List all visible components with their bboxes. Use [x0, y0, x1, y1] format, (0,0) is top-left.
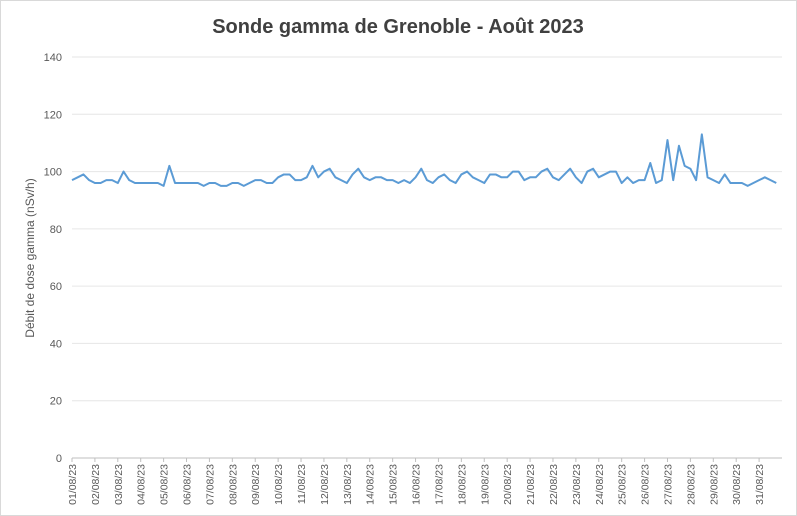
x-tick-label: 01/08/23 [67, 464, 79, 505]
x-tick-label: 31/08/23 [754, 464, 766, 505]
y-tick-label: 20 [50, 396, 62, 408]
x-tick-label: 14/08/23 [365, 464, 377, 505]
y-tick-label: 100 [44, 167, 62, 179]
x-tick-label: 20/08/23 [502, 464, 514, 505]
x-tick-label: 05/08/23 [159, 464, 171, 505]
x-tick-label: 03/08/23 [113, 464, 125, 505]
x-tick-label: 26/08/23 [640, 464, 652, 505]
x-tick-label: 27/08/23 [662, 464, 674, 505]
x-tick-label: 13/08/23 [342, 464, 354, 505]
x-tick-label: 28/08/23 [685, 464, 697, 505]
x-tick-label: 25/08/23 [617, 464, 629, 505]
x-tick-label: 22/08/23 [548, 464, 560, 505]
x-tick-label: 29/08/23 [708, 464, 720, 505]
x-tick-label: 23/08/23 [571, 464, 583, 505]
x-tick-label: 10/08/23 [273, 464, 285, 505]
x-tick-label: 17/08/23 [433, 464, 445, 505]
x-tick-label: 02/08/23 [90, 464, 102, 505]
x-tick-label: 12/08/23 [319, 464, 331, 505]
x-tick-label: 11/08/23 [296, 464, 308, 504]
y-tick-label: 140 [44, 52, 62, 64]
x-tick-label: 18/08/23 [456, 464, 468, 505]
x-tick-label: 07/08/23 [204, 464, 216, 505]
x-tick-label: 19/08/23 [479, 464, 491, 505]
x-tick-label: 16/08/23 [411, 464, 423, 505]
x-tick-label: 24/08/23 [594, 464, 606, 505]
y-tick-label: 80 [50, 224, 62, 236]
x-tick-label: 08/08/23 [227, 464, 239, 505]
x-tick-label: 09/08/23 [250, 464, 262, 505]
data-line [71, 133, 777, 187]
x-tick-label: 30/08/23 [731, 464, 743, 505]
y-tick-label: 40 [50, 338, 62, 350]
y-tick-label: 60 [50, 281, 62, 293]
y-axis-label: Débit de dose gamma (nSv/h) [23, 178, 37, 337]
y-tick-label: 120 [44, 109, 62, 121]
y-tick-label: 0 [56, 453, 62, 465]
x-tick-label: 06/08/23 [182, 464, 194, 505]
x-tick-label: 15/08/23 [388, 464, 400, 505]
x-tick-label: 21/08/23 [525, 464, 537, 505]
x-tick-label: 04/08/23 [136, 464, 148, 505]
chart-title: Sonde gamma de Grenoble - Août 2023 [212, 16, 584, 38]
